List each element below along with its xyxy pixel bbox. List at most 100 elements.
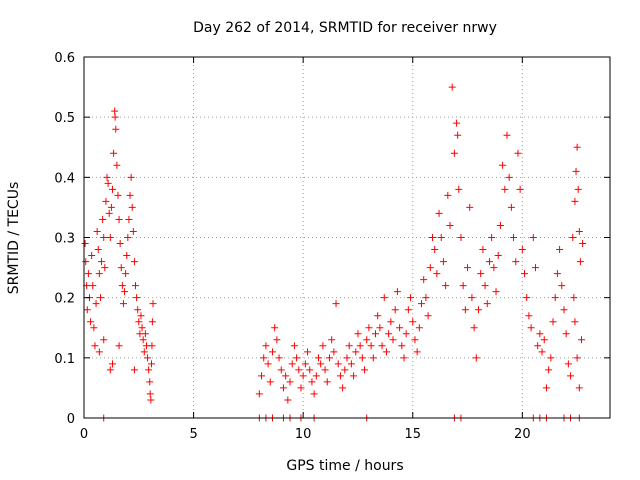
- data-point: [341, 366, 349, 374]
- data-point: [367, 342, 375, 350]
- data-point: [529, 234, 537, 241]
- data-point: [104, 179, 112, 187]
- data-point: [499, 161, 507, 169]
- data-point: [308, 378, 316, 386]
- data-point: [536, 330, 544, 338]
- data-point: [422, 294, 430, 302]
- data-point: [470, 324, 478, 332]
- data-point: [400, 354, 408, 362]
- data-point: [100, 336, 108, 344]
- data-point: [111, 113, 119, 121]
- data-point: [268, 348, 276, 356]
- data-point: [93, 227, 101, 235]
- data-point: [431, 246, 439, 254]
- x-tick-label: 20: [514, 427, 531, 442]
- data-point: [339, 384, 347, 392]
- grid-lines: [84, 57, 610, 418]
- data-point: [129, 227, 137, 235]
- data-point: [141, 330, 149, 338]
- data-point: [354, 330, 362, 338]
- data-point: [424, 312, 432, 320]
- y-tick-label: 0.2: [54, 292, 75, 307]
- data-point: [575, 227, 583, 235]
- data-point: [531, 264, 539, 272]
- data-point: [138, 324, 146, 332]
- data-point: [466, 203, 474, 211]
- data-point: [299, 372, 307, 380]
- data-point: [426, 264, 434, 272]
- data-point: [525, 312, 533, 320]
- data-point: [90, 324, 98, 332]
- data-point: [83, 306, 91, 314]
- chart-title: Day 262 of 2014, SRMTID for receiver nrw…: [193, 20, 497, 36]
- data-points: [81, 83, 587, 422]
- data-point: [376, 324, 384, 332]
- data-point: [147, 396, 155, 404]
- data-point: [319, 342, 327, 350]
- data-point: [100, 234, 108, 241]
- data-point: [84, 270, 92, 278]
- x-tick-label: 10: [295, 427, 312, 442]
- data-point: [420, 276, 428, 284]
- data-point: [94, 246, 102, 254]
- data-point: [89, 282, 97, 290]
- data-point: [122, 270, 130, 278]
- data-point: [115, 215, 123, 223]
- data-point: [95, 348, 103, 356]
- data-point: [492, 288, 500, 296]
- data-point: [92, 300, 100, 308]
- data-point: [567, 372, 575, 380]
- data-point: [496, 221, 504, 229]
- data-point: [505, 173, 513, 181]
- x-tick-label: 15: [404, 427, 421, 442]
- data-point: [295, 366, 303, 374]
- data-point: [317, 360, 325, 368]
- data-point: [418, 300, 426, 308]
- data-point: [260, 354, 268, 362]
- x-tick-label: 5: [189, 427, 197, 442]
- data-point: [146, 378, 154, 386]
- data-point: [560, 306, 568, 314]
- data-point: [124, 234, 132, 241]
- data-point: [103, 173, 111, 181]
- data-point: [128, 203, 136, 211]
- data-point: [461, 306, 469, 314]
- data-point: [334, 360, 342, 368]
- data-point: [378, 342, 386, 350]
- data-point: [490, 264, 498, 272]
- data-point: [365, 324, 373, 332]
- data-point: [111, 107, 119, 115]
- data-point: [571, 197, 579, 205]
- data-point: [149, 300, 157, 308]
- data-point: [569, 234, 577, 241]
- data-point: [134, 306, 142, 314]
- data-point: [538, 348, 546, 356]
- data-point: [264, 360, 272, 368]
- data-point: [137, 312, 145, 320]
- data-point: [553, 270, 561, 278]
- data-point: [534, 342, 542, 350]
- data-point: [101, 264, 109, 272]
- data-point: [393, 288, 401, 296]
- data-point: [87, 318, 95, 326]
- data-point: [279, 384, 287, 392]
- data-point: [573, 354, 581, 362]
- data-point: [428, 234, 436, 241]
- data-point: [304, 348, 312, 356]
- data-point: [483, 300, 491, 308]
- data-point: [148, 342, 156, 350]
- data-point: [135, 318, 143, 326]
- data-point: [472, 354, 480, 362]
- data-point: [345, 342, 353, 350]
- data-point: [290, 342, 298, 350]
- data-point: [125, 215, 133, 223]
- data-point: [275, 354, 283, 362]
- data-point: [95, 270, 103, 278]
- data-point: [391, 306, 399, 314]
- data-point: [139, 336, 147, 344]
- data-point: [547, 354, 555, 362]
- data-point: [277, 366, 285, 374]
- data-point: [286, 378, 294, 386]
- data-point: [527, 324, 535, 332]
- data-point: [514, 149, 522, 157]
